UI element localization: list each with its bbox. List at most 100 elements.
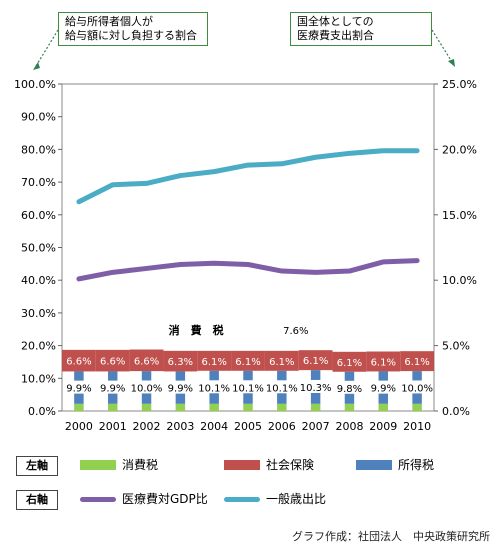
bar-consumption [141, 403, 152, 411]
bar-consumption [378, 403, 389, 411]
callout-right-axis-note: 国全体としての 医療費支出割合 [290, 12, 432, 46]
general-swatch [224, 497, 260, 502]
left-axis-tick-label: 0.0% [28, 405, 56, 418]
income-label-bg [401, 380, 434, 394]
income-data-label: 10.3% [300, 383, 332, 394]
callout-right-arrowhead [448, 59, 455, 67]
legend-left-axis-tag: 左軸 [16, 456, 58, 476]
income-data-label: 9.8% [337, 384, 362, 395]
line-medical-gdp [76, 258, 420, 282]
callout-left-text: 給与所得者個人が 給与額に対し負担する割合 [65, 15, 197, 42]
line-general-expenditure [76, 148, 420, 205]
left-axis-tick-label: 80.0% [21, 143, 56, 156]
right-axis-tick-label: 5.0% [442, 340, 470, 353]
callout-left-axis-note: 給与所得者個人が 給与額に対し負担する割合 [58, 12, 208, 46]
income-data-label: 9.9% [168, 384, 193, 395]
x-axis-tick-label: 2005 [234, 420, 262, 433]
left-axis-tick-label: 40.0% [21, 274, 56, 287]
social-data-label: 6.6% [100, 357, 125, 368]
social-data-label: 6.1% [201, 357, 226, 368]
legend-label-consumption: 消費税 [122, 458, 159, 472]
bar-consumption [344, 403, 355, 411]
social-data-label: 6.6% [134, 356, 159, 367]
social-data-label: 6.1% [235, 357, 260, 368]
income-data-label: 10.0% [401, 383, 433, 394]
income-data-label: 10.0% [131, 383, 163, 394]
social-data-label: 6.1% [404, 357, 429, 368]
left-axis-tick-label: 50.0% [21, 242, 56, 255]
income-data-label: 9.9% [100, 384, 125, 395]
left-axis-tick-label: 10.0% [21, 372, 56, 385]
bar-social [95, 349, 130, 372]
legend-left-axis: 左軸 消費税 社会保険 所得税 [16, 454, 486, 476]
social-data-label: 6.1% [269, 357, 294, 368]
legend-label-general: 一般歳出比 [266, 492, 327, 506]
bar-consumption [209, 403, 219, 411]
right-axis-tick-label: 25.0% [442, 78, 477, 91]
income-label-bg [130, 380, 163, 394]
income-label-bg [367, 380, 400, 394]
legend-right-axis-tag: 右軸 [16, 490, 58, 510]
bar-consumption [175, 403, 186, 411]
income-label-bg [62, 380, 95, 394]
income-data-label: 10.1% [266, 383, 298, 394]
x-axis-tick-label: 2008 [335, 420, 363, 433]
bar-social [231, 350, 265, 371]
income-label-bg [265, 380, 298, 394]
bar-social [197, 350, 232, 371]
x-axis-tick-label: 2000 [65, 420, 93, 433]
bar-consumption [74, 403, 84, 411]
income-label-bg [299, 379, 332, 393]
bar-social [332, 351, 367, 372]
x-axis-tick-label: 2007 [302, 420, 330, 433]
bar-social [264, 350, 299, 371]
social-data-label: 6.6% [66, 357, 91, 368]
source-credit: グラフ作成：社団法人 中央政策研究所 [292, 530, 490, 543]
income-label-bg [232, 380, 264, 394]
social-swatch [224, 460, 260, 470]
bar-social [298, 350, 333, 371]
left-axis-tick-label: 70.0% [21, 176, 56, 189]
bar-social [129, 349, 164, 372]
callout-right-arrow [431, 29, 453, 63]
x-axis-tick-label: 2002 [133, 420, 161, 433]
left-axis-tick-label: 100.0% [14, 78, 56, 91]
income-label-bg [198, 380, 231, 394]
x-axis-tick-label: 2009 [369, 420, 397, 433]
x-axis-tick-label: 2004 [200, 420, 228, 433]
medical-gdp-swatch [80, 497, 116, 502]
callout-left-arrowhead [33, 62, 40, 70]
bar-consumption [107, 403, 118, 411]
income-label-bg [96, 380, 129, 394]
income-label-bg [333, 380, 366, 394]
left-axis-tick-label: 20.0% [21, 340, 56, 353]
right-axis-tick-label: 10.0% [442, 274, 477, 287]
income-data-label: 9.9% [66, 384, 91, 395]
income-data-label: 10.1% [198, 383, 230, 394]
income-data-label: 9.9% [371, 384, 396, 395]
chart: 0.0% 10.0% 20.0% 30.0% 40.0% 50.0% 60.0% 70.0% 8… [14, 29, 477, 433]
right-axis-tick-label: 15.0% [442, 209, 477, 222]
income-swatch [356, 460, 392, 470]
right-axis-tick-label: 0.0% [442, 405, 470, 418]
social-data-label: 6.1% [371, 357, 396, 368]
legend-label-social: 社会保険 [266, 458, 315, 472]
legend-label-medical-gdp: 医療費対GDP比 [122, 492, 208, 506]
bar-consumption [412, 403, 422, 411]
social-data-label: 6.3% [168, 357, 193, 368]
x-axis-tick-label: 2001 [99, 420, 127, 433]
consumption-annotation-label: 消 費 税 [169, 323, 224, 337]
left-axis-tick-label: 30.0% [21, 307, 56, 320]
legend-label-income: 所得税 [398, 458, 435, 472]
bar-social [400, 351, 434, 372]
x-axis-tick-label: 2003 [166, 420, 194, 433]
bar-consumption [243, 403, 253, 411]
legend-right-axis: 右軸 医療費対GDP比 一般歳出比 [16, 488, 486, 510]
left-axis-tick-label: 60.0% [21, 209, 56, 222]
left-axis-tick-label: 90.0% [21, 111, 56, 124]
x-axis-tick-label: 2006 [268, 420, 296, 433]
bar-social [62, 349, 96, 372]
social-data-label: 6.1% [303, 356, 328, 367]
x-axis-tick-label: 2010 [403, 420, 431, 433]
bar-consumption [277, 403, 287, 411]
